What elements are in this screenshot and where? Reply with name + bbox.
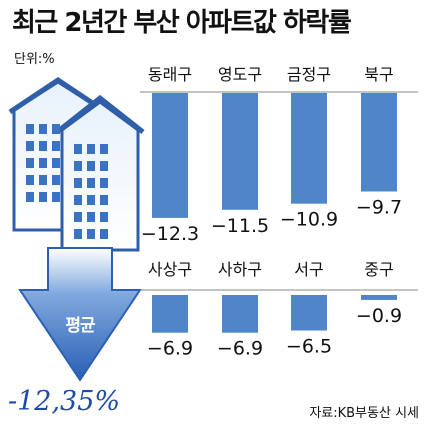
value-label: −6.9 [217,338,263,360]
bar-2-1 [152,295,188,333]
value-label: −9.7 [356,196,402,218]
category-label: 동래구 [148,65,192,84]
bar-2-2 [222,295,258,333]
value-label: −6.9 [147,338,193,360]
source-note: 자료:KB부동산 시세 [309,406,419,421]
unit-label: 단위:% [14,52,55,67]
value-label: −11.5 [211,215,269,237]
category-label: 사상구 [148,260,192,279]
down-arrow-icon [18,247,142,382]
bar-2-4 [361,295,397,300]
apartment-building-icon [8,76,145,252]
category-label: 영도구 [218,65,262,84]
average-label: 평균 [65,316,95,336]
category-label: 사하구 [218,260,262,279]
category-label: 중구 [364,260,393,279]
value-label: −10.9 [280,209,338,231]
category-label: 북구 [364,65,393,84]
value-label: −6.5 [286,336,332,358]
category-label: 서구 [294,260,323,279]
chart-title: 최근 2년간 부산 아파트값 하락률 [12,8,352,38]
value-label: −0.9 [356,305,402,327]
category-label: 금정구 [287,65,331,84]
bar-1-3 [291,93,327,204]
bar-2-3 [291,295,327,331]
bar-1-4 [361,93,397,192]
bar-1-1 [152,93,188,218]
bar-1-2 [222,93,258,210]
average-value: -12,35% [8,386,121,417]
value-label: −12.3 [141,223,199,245]
